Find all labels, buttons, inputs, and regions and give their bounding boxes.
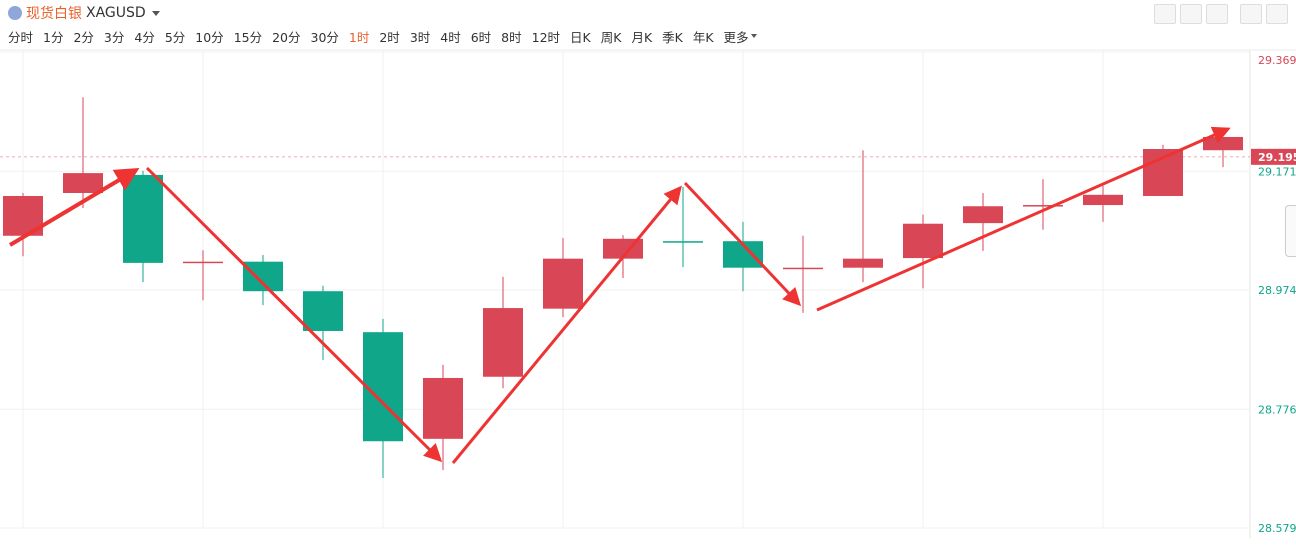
y-tick-label: 29.369: [1258, 54, 1296, 67]
interval-button[interactable]: 10分: [195, 30, 224, 45]
trend-arrow: [8, 167, 140, 247]
interval-button[interactable]: 6时: [470, 30, 492, 45]
interval-button[interactable]: 30分: [310, 30, 339, 45]
side-panel-tab[interactable]: [1285, 205, 1296, 257]
candle-body: [483, 308, 523, 377]
symbol-logo: [8, 6, 22, 20]
interval-bar: 分时 1分 2分 3分 4分 5分 10分 15分 20分 30分 1时 2时 3时 4时 6时 8时 12时日…: [8, 27, 767, 46]
current-price-box: [1251, 148, 1296, 165]
interval-button[interactable]: 月K: [631, 30, 653, 45]
interval-button[interactable]: 2分: [73, 30, 94, 45]
interval-button[interactable]: 4时: [440, 30, 461, 45]
interval-button[interactable]: 15分: [233, 30, 263, 45]
candle-body: [123, 174, 163, 263]
symbol-code: XAGUSD: [86, 5, 146, 21]
y-tick-label: 29.171: [1258, 165, 1296, 178]
interval-button[interactable]: 季K: [662, 30, 683, 45]
trend-arrows: [8, 126, 1231, 464]
interval-button[interactable]: 日K: [570, 30, 591, 45]
interval-button[interactable]: 12时: [531, 30, 561, 45]
interval-button[interactable]: 8时: [501, 30, 522, 45]
candle-body: [903, 223, 943, 259]
trend-arrow: [451, 185, 682, 464]
candle-body: [783, 267, 823, 270]
interval-button[interactable]: 周K: [600, 30, 622, 45]
candle-body: [543, 258, 583, 309]
candle-body: [1023, 205, 1063, 207]
candle-body: [63, 173, 103, 193]
dropdown-caret: [151, 10, 160, 16]
current-price-label: 29.195: [1258, 151, 1296, 164]
interval-button[interactable]: 1时: [348, 30, 370, 45]
top-bar: 现货白银 XAGUSD: [0, 0, 1296, 24]
symbol-selector[interactable]: 现货白银 XAGUSD: [8, 3, 160, 23]
symbol-title: 现货白银: [26, 6, 82, 22]
y-tick-label: 28.776: [1258, 403, 1296, 416]
y-tick-label: 28.974: [1258, 284, 1296, 297]
fullscreen-button[interactable]: [1240, 4, 1262, 24]
candle-body: [963, 206, 1003, 224]
trend-arrow: [816, 126, 1231, 312]
more-button[interactable]: 更多: [723, 30, 749, 45]
toolbar-icons: [1154, 4, 1288, 24]
chart-type-button[interactable]: [1206, 4, 1228, 24]
candle-body: [303, 291, 343, 331]
draw-button[interactable]: [1180, 4, 1202, 24]
candle-body: [363, 332, 403, 442]
interval-button[interactable]: 4分: [134, 30, 155, 45]
interval-button[interactable]: 2时: [379, 30, 400, 45]
interval-button[interactable]: 3时: [409, 30, 431, 45]
candle-body: [843, 258, 883, 268]
candle-body: [183, 261, 223, 264]
interval-button[interactable]: 1分: [43, 30, 64, 45]
candle-body: [1083, 194, 1123, 206]
interval-button[interactable]: 3分: [103, 30, 125, 45]
interval-button[interactable]: 年K: [692, 30, 714, 45]
candle-body: [423, 377, 463, 439]
y-tick-label: 28.579: [1258, 522, 1296, 535]
interval-button[interactable]: 分时: [8, 30, 34, 45]
trend-arrow: [683, 181, 802, 307]
candle-body: [243, 261, 283, 292]
dropdown-caret: [750, 34, 757, 38]
trend-arrow: [145, 166, 443, 463]
close-button[interactable]: [1266, 4, 1288, 24]
interval-button[interactable]: 5分: [164, 30, 186, 45]
candle-body: [663, 241, 703, 243]
interval-button[interactable]: 20分: [272, 30, 301, 45]
indicator-button[interactable]: [1154, 4, 1176, 24]
